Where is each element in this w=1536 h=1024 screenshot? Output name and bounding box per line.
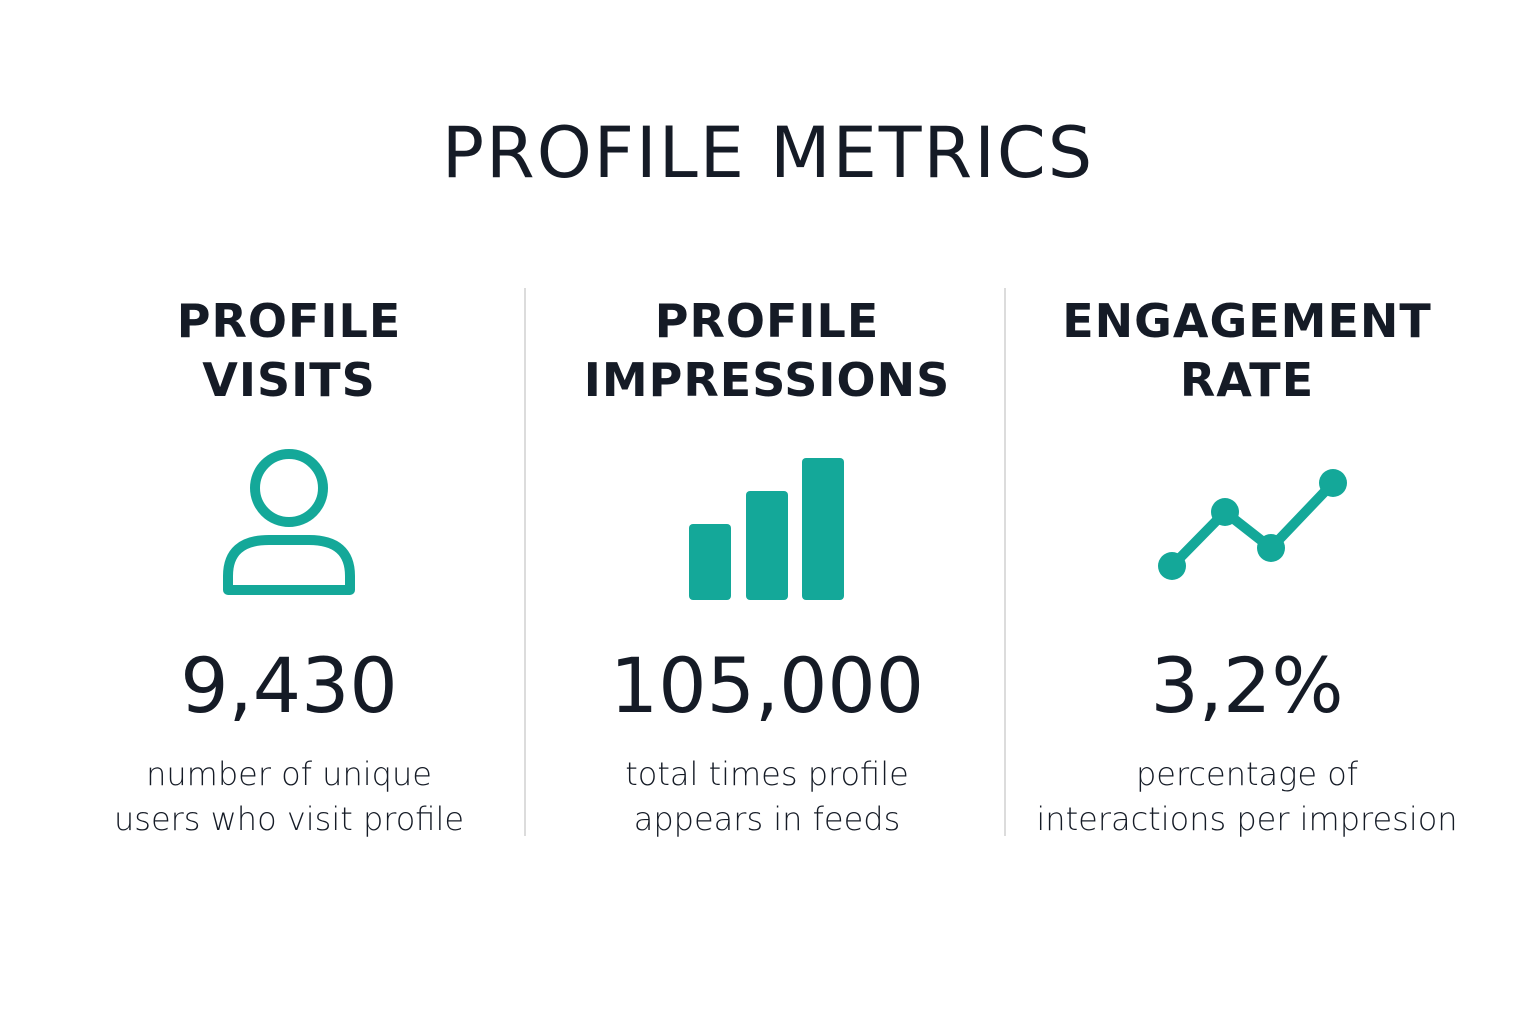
line-chart-icon: [1157, 466, 1357, 586]
metric-heading: PROFILE VISITS: [49, 292, 529, 410]
divider: [524, 288, 526, 836]
metric-profile-visits: PROFILE VISITS 9,430 number of unique us…: [49, 288, 529, 838]
metric-engagement-rate: ENGAGEMENT RATE 3,2% percentage of inter…: [1007, 288, 1487, 838]
heading-line: ENGAGEMENT: [1062, 294, 1432, 348]
heading-line: IMPRESSIONS: [583, 353, 951, 407]
user-icon: [219, 448, 359, 602]
metric-description: total times profile appears in feeds: [507, 752, 1027, 842]
metric-value: 3,2%: [1150, 641, 1344, 730]
description-line: number of unique: [146, 755, 432, 793]
metric-value: 9,430: [180, 641, 398, 730]
metric-value: 105,000: [609, 641, 925, 730]
metric-profile-impressions: PROFILE IMPRESSIONS 105,000 total times …: [527, 288, 1007, 838]
heading-line: VISITS: [202, 353, 376, 407]
heading-line: PROFILE: [176, 294, 402, 348]
description-line: total times profile: [625, 755, 909, 793]
metric-heading: ENGAGEMENT RATE: [1007, 292, 1487, 410]
divider: [1004, 288, 1006, 836]
metric-description: number of unique users who visit profile: [29, 752, 549, 842]
description-line: appears in feeds: [633, 800, 901, 838]
description-line: percentage of: [1135, 755, 1359, 793]
bar-chart-icon: [687, 458, 847, 606]
metric-description: percentage of interactions per impresion: [987, 752, 1507, 842]
description-line: users who visit profile: [113, 800, 465, 838]
description-line: interactions per impresion: [1036, 800, 1458, 838]
heading-line: RATE: [1179, 353, 1315, 407]
page-title: PROFILE METRICS: [441, 112, 1095, 194]
heading-line: PROFILE: [654, 294, 880, 348]
metric-heading: PROFILE IMPRESSIONS: [527, 292, 1007, 410]
